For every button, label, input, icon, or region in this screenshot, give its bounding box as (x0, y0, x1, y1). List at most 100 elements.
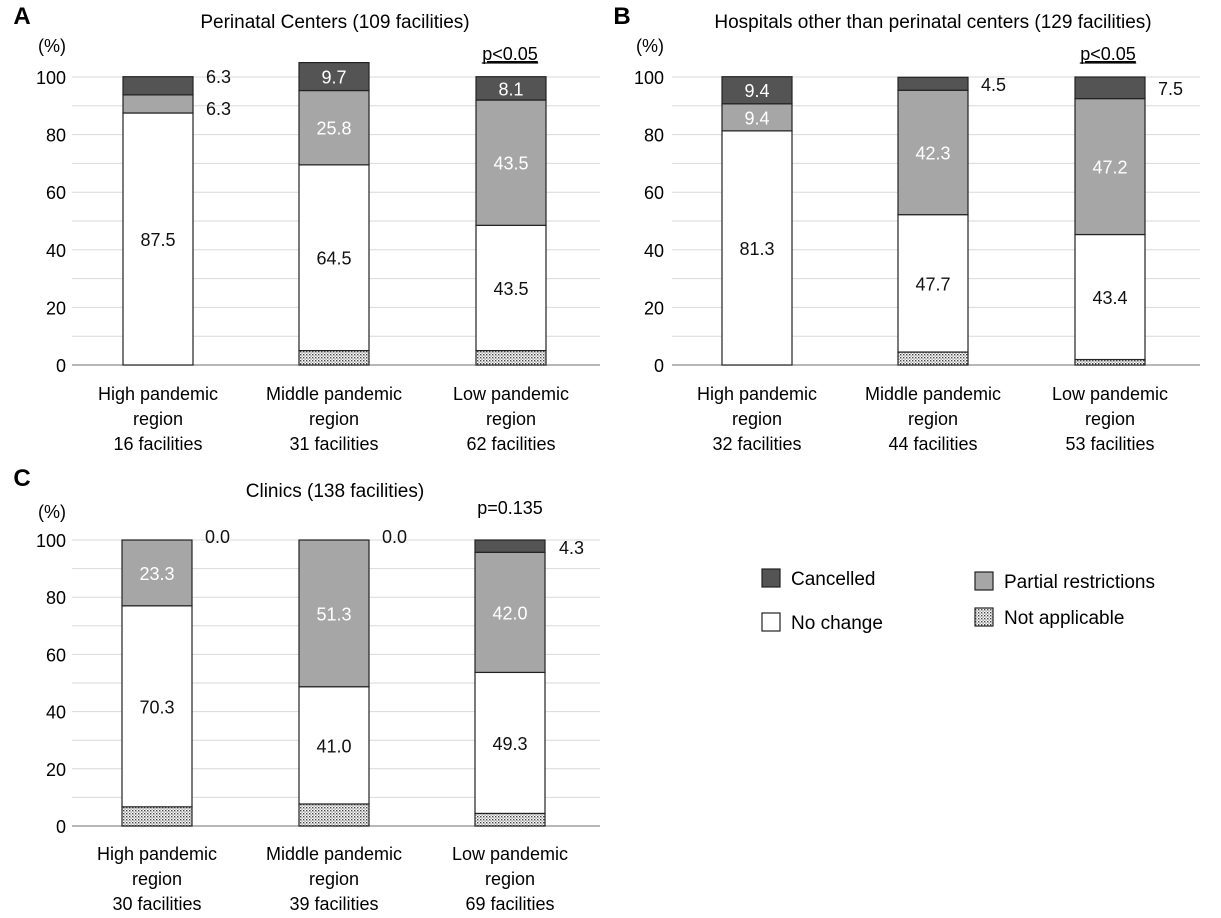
bar-segment-partial (1074, 97, 1146, 236)
p-value-label: p<0.05 (1080, 44, 1136, 64)
x-tick-label: High pandemic (97, 844, 217, 864)
x-tick-label: region (732, 409, 782, 429)
bar-segment-not-applicable (475, 350, 547, 366)
data-label: 87.5 (140, 230, 175, 250)
legend-label: Partial restrictions (1004, 572, 1155, 593)
y-tick-label: 20 (46, 760, 66, 780)
legend-label: Not applicable (1004, 608, 1124, 629)
data-label: 49.3 (492, 734, 527, 754)
legend-item-no-change: No change (761, 612, 883, 634)
bar-segment-not-applicable (298, 350, 370, 366)
chart-title: Perinatal Centers (109 facilities) (200, 12, 469, 33)
x-tick-label: 16 facilities (113, 434, 202, 454)
x-tick-label: region (309, 409, 359, 429)
data-label: 9.4 (744, 81, 769, 101)
legend-item-not-applicable: Not applicable (974, 607, 1124, 629)
chart-title: Hospitals other than perinatal centers (… (714, 12, 1151, 33)
x-tick-label: Low pandemic (1052, 384, 1168, 404)
bar-segment-partial (121, 539, 193, 607)
bar-stack: 47.7 42.3 4.5 (897, 75, 1006, 366)
bar-segment-no-change (298, 164, 370, 352)
bar-segment-no-change (298, 686, 370, 805)
bar-segment-cancelled (721, 76, 793, 105)
x-tick-label: High pandemic (697, 384, 817, 404)
bar-segment-partial (897, 89, 969, 216)
bar-segment-not-applicable (298, 803, 370, 827)
x-tick-label: region (132, 869, 182, 889)
data-label: 9.7 (321, 68, 346, 88)
y-tick-label: 20 (644, 298, 664, 318)
bar-stack: 70.3 23.3 0.0 (121, 527, 230, 827)
x-tick-label: 39 facilities (289, 894, 378, 914)
legend-item-partial: Partial restrictions (974, 571, 1155, 593)
panel-c: C Clinics (138 facilities) (%) 0 20 40 60 80 100… (13, 465, 600, 914)
bar-segment-no-change (122, 112, 194, 366)
bar-segment-no-change (121, 605, 193, 808)
bar-stack: 41.0 51.3 0.0 (298, 527, 407, 827)
panel-b: B Hospitals other than perinatal centers … (613, 3, 1200, 454)
legend-label: No change (791, 613, 883, 634)
bar-segment-not-applicable (1074, 358, 1146, 366)
bar-segment-cancelled (122, 76, 194, 96)
legend-swatch (974, 607, 994, 627)
y-axis-label: (%) (636, 36, 664, 56)
y-tick-label: 100 (36, 68, 66, 88)
y-tick-label: 100 (36, 531, 66, 551)
panel-a: A Perinatal Centers (109 facilities) (%) 0 2… (13, 3, 600, 454)
chart-title: Clinics (138 facilities) (246, 481, 424, 502)
bar-segment-partial (474, 551, 546, 674)
panel-letter: C (13, 465, 30, 492)
panel-letter: B (613, 3, 630, 30)
x-tick-label: region (133, 409, 183, 429)
bar-stack: 87.5 6.3 6.3 (122, 67, 231, 366)
y-tick-label: 60 (644, 183, 664, 203)
y-tick-label: 60 (46, 183, 66, 203)
legend-label: Cancelled (791, 569, 876, 590)
y-tick-label: 40 (46, 241, 66, 261)
bar-stack: 43.4 47.2 7.5 (1074, 76, 1183, 366)
x-tick-label: High pandemic (98, 384, 218, 404)
bar-segment-no-change (897, 214, 969, 353)
y-tick-label: 40 (46, 703, 66, 723)
y-tick-label: 80 (46, 588, 66, 608)
bar-segment-no-change (1074, 233, 1146, 361)
data-label: 81.3 (739, 239, 774, 259)
x-tick-label: Middle pandemic (266, 384, 402, 404)
data-label: 7.5 (1158, 79, 1183, 99)
bar-segment-cancelled (1074, 76, 1146, 100)
legend-swatch (761, 568, 781, 588)
x-tick-label: 69 facilities (465, 894, 554, 914)
x-tick-label: region (908, 409, 958, 429)
data-label: 6.3 (206, 99, 231, 119)
x-tick-label: region (309, 869, 359, 889)
x-tick-label: Low pandemic (453, 384, 569, 404)
x-tick-label: Low pandemic (452, 844, 568, 864)
bar-segment-cancelled (475, 76, 547, 101)
x-tick-label: 53 facilities (1065, 434, 1154, 454)
bar-segment-not-applicable (474, 812, 546, 827)
bar-stack: 81.3 9.4 9.4 (721, 76, 793, 366)
bar-segment-cancelled (474, 539, 546, 553)
x-tick-label: Middle pandemic (865, 384, 1001, 404)
x-tick-label: 32 facilities (712, 434, 801, 454)
data-label: 47.2 (1092, 158, 1127, 178)
data-label: 41.0 (316, 736, 351, 756)
x-tick-label: 62 facilities (466, 434, 555, 454)
y-tick-label: 0 (56, 356, 66, 376)
bar-segment-no-change (475, 224, 547, 352)
data-label: 43.4 (1092, 288, 1127, 308)
y-tick-label: 20 (46, 298, 66, 318)
data-label: 8.1 (498, 79, 523, 99)
data-label: 43.5 (493, 279, 528, 299)
x-tick-label: 30 facilities (112, 894, 201, 914)
p-value-label: p<0.05 (482, 44, 538, 64)
data-label: 6.3 (206, 67, 231, 87)
x-tick-label: region (1085, 409, 1135, 429)
x-tick-label: region (485, 869, 535, 889)
bar-segment-not-applicable (897, 351, 969, 366)
legend: Cancelled Partial restrictions No change No… (761, 568, 1155, 634)
data-label: 23.3 (139, 564, 174, 584)
data-label: 64.5 (316, 249, 351, 269)
bar-segment-no-change (721, 130, 793, 366)
